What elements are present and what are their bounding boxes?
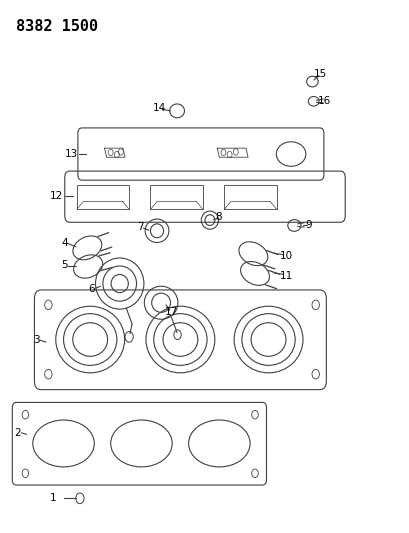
Text: 3: 3 <box>33 335 39 345</box>
Text: 1: 1 <box>50 494 56 503</box>
Text: 7: 7 <box>137 222 143 232</box>
Text: 13: 13 <box>65 149 78 158</box>
Text: 10: 10 <box>279 251 292 261</box>
Bar <box>150 185 202 209</box>
Text: 14: 14 <box>152 103 165 113</box>
Text: 2: 2 <box>14 428 21 438</box>
Text: 15: 15 <box>313 69 326 78</box>
Bar <box>224 185 276 209</box>
Text: 8: 8 <box>214 212 221 222</box>
Text: 8382 1500: 8382 1500 <box>16 19 98 34</box>
Text: 4: 4 <box>61 238 68 247</box>
Text: 5: 5 <box>61 261 68 270</box>
Text: 11: 11 <box>279 271 292 280</box>
Text: 12: 12 <box>50 191 63 201</box>
Text: 17: 17 <box>164 307 178 317</box>
Text: 6: 6 <box>88 284 95 294</box>
Text: 16: 16 <box>317 96 330 106</box>
Text: 9: 9 <box>304 221 311 230</box>
Bar <box>76 185 129 209</box>
